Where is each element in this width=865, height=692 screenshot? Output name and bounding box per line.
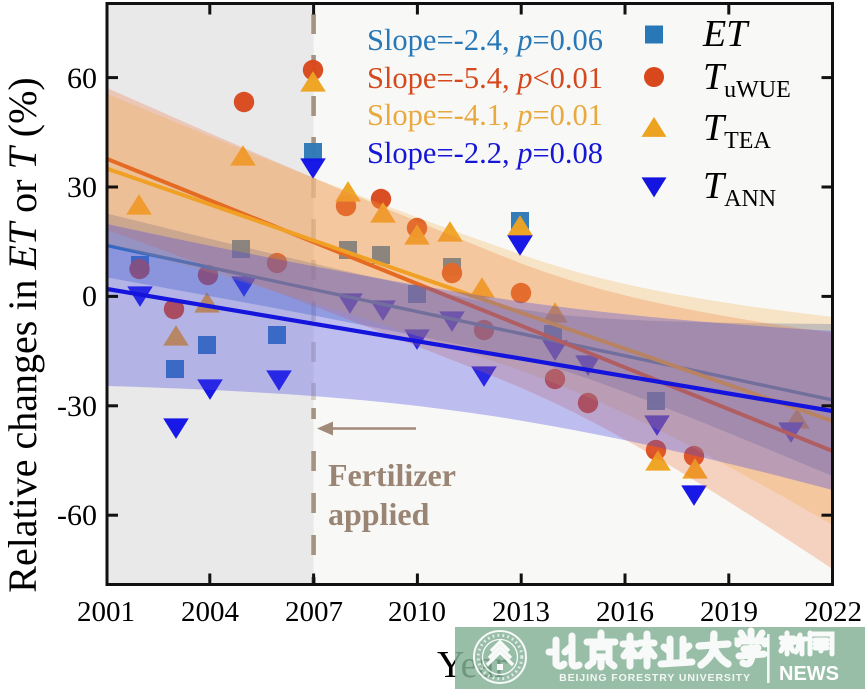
- svg-text:Relative changes in ET or T (%: Relative changes in ET or T (%): [0, 77, 45, 592]
- svg-text:Slope=-2.4, p=0.06: Slope=-2.4, p=0.06: [367, 23, 603, 57]
- svg-text:2013: 2013: [492, 596, 550, 628]
- svg-text:TTEA: TTEA: [703, 107, 771, 154]
- svg-text:Slope=-5.4, p<0.01: Slope=-5.4, p<0.01: [367, 61, 603, 95]
- svg-text:2010: 2010: [388, 596, 446, 628]
- svg-text:2007: 2007: [285, 596, 343, 628]
- svg-text:ET: ET: [702, 13, 750, 55]
- svg-text:2004: 2004: [181, 596, 240, 628]
- svg-text:NEWS: NEWS: [779, 663, 839, 685]
- svg-text:2016: 2016: [596, 596, 654, 628]
- svg-text:30: 30: [67, 171, 97, 204]
- svg-text:Slope=-4.1, p=0.01: Slope=-4.1, p=0.01: [367, 98, 603, 132]
- svg-text:applied: applied: [328, 496, 430, 532]
- svg-text:Fertilizer: Fertilizer: [328, 457, 456, 493]
- svg-text:BEIJING FORESTRY UNIVERSITY: BEIJING FORESTRY UNIVERSITY: [559, 672, 751, 684]
- svg-text:0: 0: [82, 280, 97, 313]
- svg-text:TuWUE: TuWUE: [703, 56, 791, 103]
- svg-text:Slope=-2.2, p=0.08: Slope=-2.2, p=0.08: [367, 136, 603, 170]
- svg-text:60: 60: [67, 62, 97, 95]
- svg-text:2001: 2001: [77, 596, 135, 628]
- svg-text:TANN: TANN: [703, 165, 776, 212]
- svg-text:-60: -60: [57, 499, 97, 532]
- svg-text:2022: 2022: [804, 596, 862, 628]
- svg-text:-30: -30: [57, 390, 97, 423]
- svg-text:2019: 2019: [700, 596, 758, 628]
